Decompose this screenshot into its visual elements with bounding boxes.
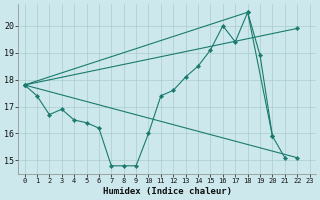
X-axis label: Humidex (Indice chaleur): Humidex (Indice chaleur) — [103, 187, 232, 196]
